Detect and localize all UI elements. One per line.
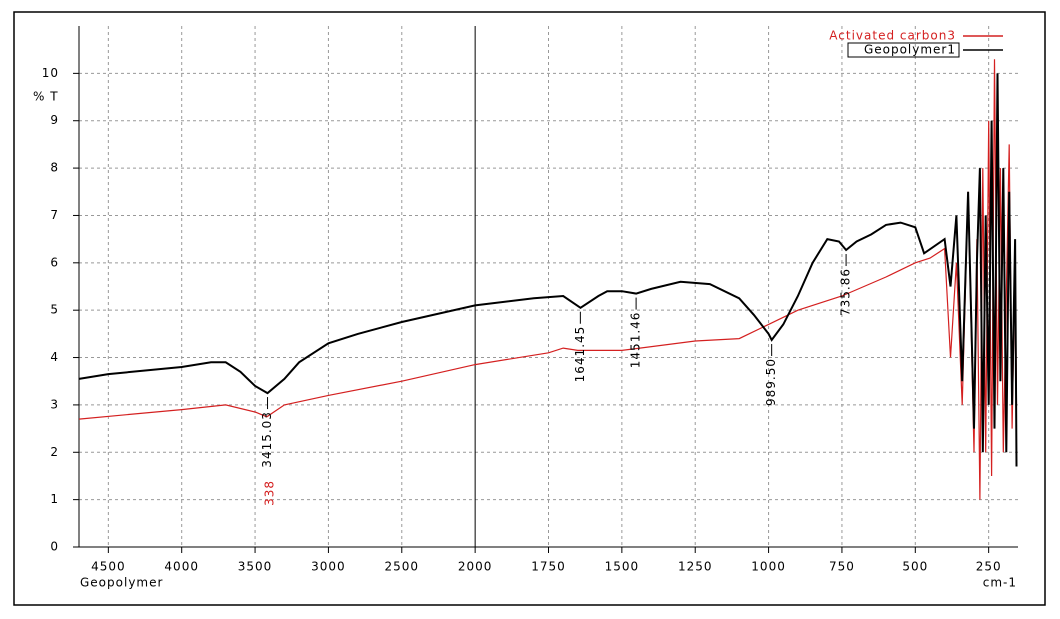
x-tick-label: 1500	[605, 560, 640, 574]
legend-label: Geopolymer1	[864, 43, 956, 57]
peak-label: 338	[263, 480, 277, 506]
y-tick-label: 3	[50, 397, 59, 411]
y-tick-label: 4	[50, 350, 59, 364]
x-tick-label: 1000	[751, 560, 786, 574]
x-tick-label: 3000	[311, 560, 346, 574]
y-tick-label: 9	[50, 113, 59, 127]
x-tick-label: 3500	[238, 560, 273, 574]
x-unit: cm-1	[983, 576, 1017, 590]
x-tick-label: 250	[976, 560, 1002, 574]
y-tick-label: 8	[50, 161, 59, 175]
peak-label: 1451.46	[629, 312, 643, 369]
x-tick-label: 4000	[164, 560, 199, 574]
x-tick-label: 1250	[678, 560, 713, 574]
y-tick-label: 5	[50, 303, 59, 317]
frame	[13, 11, 1046, 606]
x-tick-label: 4500	[91, 560, 126, 574]
peak-label: 735.86	[839, 268, 853, 316]
y-tick-label: 2	[50, 445, 59, 459]
peak-label: 1641.45	[573, 326, 587, 383]
series-line	[78, 59, 1018, 500]
y-tick-label: 6	[50, 255, 59, 269]
y-tick-label: 10	[42, 66, 59, 80]
x-tick-label: 2500	[385, 560, 420, 574]
y-axis-label: % T	[33, 90, 59, 104]
x-tick-label: 2000	[458, 560, 493, 574]
y-tick-label: 7	[50, 208, 59, 222]
series-line	[78, 73, 1018, 467]
legend-box	[847, 42, 960, 58]
y-tick-label: 0	[50, 540, 59, 554]
x-tick-label: 500	[902, 560, 928, 574]
y-tick-label: 1	[50, 492, 59, 506]
peak-label: 989.50	[764, 358, 778, 406]
x-axis-label: Geopolymer	[80, 576, 163, 590]
legend-label: Activated carbon3	[829, 29, 956, 43]
peak-label: 3415.03	[260, 411, 274, 468]
x-tick-label: 750	[829, 560, 855, 574]
x-tick-label: 1750	[531, 560, 566, 574]
